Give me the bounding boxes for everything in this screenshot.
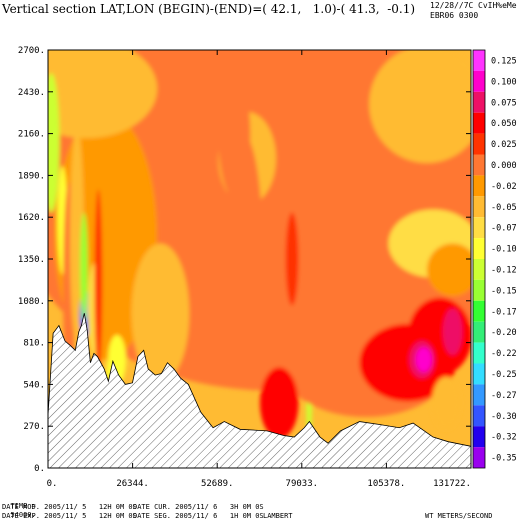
y-tick-label: 1350. bbox=[18, 255, 45, 265]
date-seg: DATE SEG. 2005/11/ 6 1H 0M 0S bbox=[133, 512, 264, 520]
colorbar-label: -0.325 bbox=[491, 433, 517, 443]
y-tick-label: 1080. bbox=[18, 297, 45, 307]
terrain-line bbox=[48, 313, 471, 447]
colorbar-label: -0.225 bbox=[491, 349, 517, 359]
colorbar-swatch bbox=[473, 300, 485, 322]
colorbar-label: -0.075 bbox=[491, 224, 517, 234]
contour-region bbox=[426, 243, 471, 297]
colorbar-swatch bbox=[473, 384, 485, 406]
contour-region bbox=[80, 212, 88, 321]
colorbar-swatch bbox=[473, 112, 485, 134]
units-label: WT METERS/SECOND bbox=[425, 512, 493, 520]
colorbar-label: -0.125 bbox=[491, 265, 517, 275]
y-tick-label: 2700. bbox=[18, 46, 45, 56]
colorbar-swatch bbox=[473, 405, 485, 427]
colorbar-swatch bbox=[473, 196, 485, 218]
contour-region bbox=[131, 243, 190, 383]
contour-region bbox=[442, 308, 463, 355]
contour-region bbox=[48, 50, 158, 139]
y-tick-label: 0. bbox=[34, 464, 45, 474]
colorbar-swatch bbox=[473, 259, 485, 280]
time-label: TIME = bbox=[10, 502, 36, 510]
x-tick-label: 131722. bbox=[433, 479, 471, 489]
colorbar-label: -0.050 bbox=[491, 203, 517, 213]
contour-region bbox=[267, 382, 288, 433]
colorbar-swatch bbox=[473, 217, 485, 239]
x-tick-label: 0. bbox=[47, 479, 58, 489]
colorbar-swatch bbox=[473, 91, 485, 113]
colorbar-label: 0.100 bbox=[491, 77, 517, 87]
colorbar-swatch bbox=[473, 133, 485, 155]
colorbar-label: -0.025 bbox=[491, 182, 517, 192]
contour-region bbox=[48, 73, 60, 213]
x-tick-label: 79033. bbox=[286, 479, 319, 489]
y-tick-label: 1890. bbox=[18, 171, 45, 181]
y-tick-label: 810. bbox=[23, 339, 45, 349]
colorbar-label: 0.075 bbox=[491, 98, 517, 108]
colorbar-label: 0.050 bbox=[491, 119, 517, 129]
colorbar-swatch bbox=[473, 426, 485, 448]
colorbar-swatch bbox=[473, 238, 485, 259]
colorbar-label: 0.025 bbox=[491, 140, 517, 150]
contour-region bbox=[69, 127, 84, 345]
y-tick-label: 270. bbox=[23, 422, 45, 432]
colorbar-label: -0.275 bbox=[491, 391, 517, 401]
colorbar-label: -0.100 bbox=[491, 245, 517, 255]
colorbar-label: -0.150 bbox=[491, 286, 517, 296]
colorbar-swatch bbox=[473, 70, 485, 92]
colorbar-label: 0.000 bbox=[491, 161, 517, 171]
colorbar-swatch bbox=[473, 363, 485, 385]
x-tick-label: 26344. bbox=[116, 479, 149, 489]
date-cur: DATE CUR. 2005/11/ 6 3H 0M 0S bbox=[133, 503, 264, 511]
colorbar-swatch bbox=[473, 50, 485, 71]
contour-region bbox=[94, 189, 103, 376]
colorbar-label: 0.125 bbox=[491, 56, 517, 66]
colorbar-swatch bbox=[473, 321, 485, 343]
colorbar-swatch bbox=[473, 447, 485, 468]
x-tick-label: 52689. bbox=[201, 479, 234, 489]
y-tick-label: 2160. bbox=[18, 130, 45, 140]
y-tick-label: 2430. bbox=[18, 88, 45, 98]
header-date: 12/28//7C bbox=[430, 1, 474, 10]
colorbar-label: -0.200 bbox=[491, 328, 517, 338]
x-tick-label: 105378. bbox=[367, 479, 405, 489]
colorbar-label: -0.300 bbox=[491, 412, 517, 422]
chart-title: Vertical section LAT,LON (BEGIN)-(END)=(… bbox=[2, 2, 416, 16]
contour-region bbox=[218, 73, 251, 198]
header-user: CvIH%eMec bbox=[478, 1, 517, 10]
colorbar-swatch bbox=[473, 279, 485, 301]
y-tick-label: 540. bbox=[23, 380, 45, 390]
contour-regions bbox=[48, 50, 471, 441]
projection-label: LAMBERT bbox=[263, 512, 293, 520]
colorbar-label: -0.175 bbox=[491, 307, 517, 317]
time-value: 54000. bbox=[10, 511, 36, 519]
contour-region bbox=[224, 135, 264, 383]
colorbar-frame bbox=[472, 49, 486, 469]
contour-region bbox=[285, 212, 299, 306]
colorbar-label: -0.350 bbox=[491, 454, 517, 464]
colorbar-swatch bbox=[473, 342, 485, 364]
y-tick-label: 1620. bbox=[18, 213, 45, 223]
header-run: EBR06 0300 bbox=[430, 11, 479, 20]
contour-region bbox=[431, 376, 461, 430]
colorbar-swatch bbox=[473, 175, 485, 197]
date-exp: DATE EXP. 2005/11/ 5 12H 0M 0S bbox=[2, 512, 137, 520]
terrain-hatch bbox=[48, 313, 471, 468]
colorbar-swatch bbox=[473, 154, 485, 176]
contour-field bbox=[48, 50, 471, 468]
colorbar-label: -0.250 bbox=[491, 370, 517, 380]
contour-region bbox=[415, 347, 432, 373]
contour-region bbox=[369, 50, 471, 163]
date-mod: DATE MOD. 2005/11/ 5 12H 0M 0S bbox=[2, 503, 137, 511]
